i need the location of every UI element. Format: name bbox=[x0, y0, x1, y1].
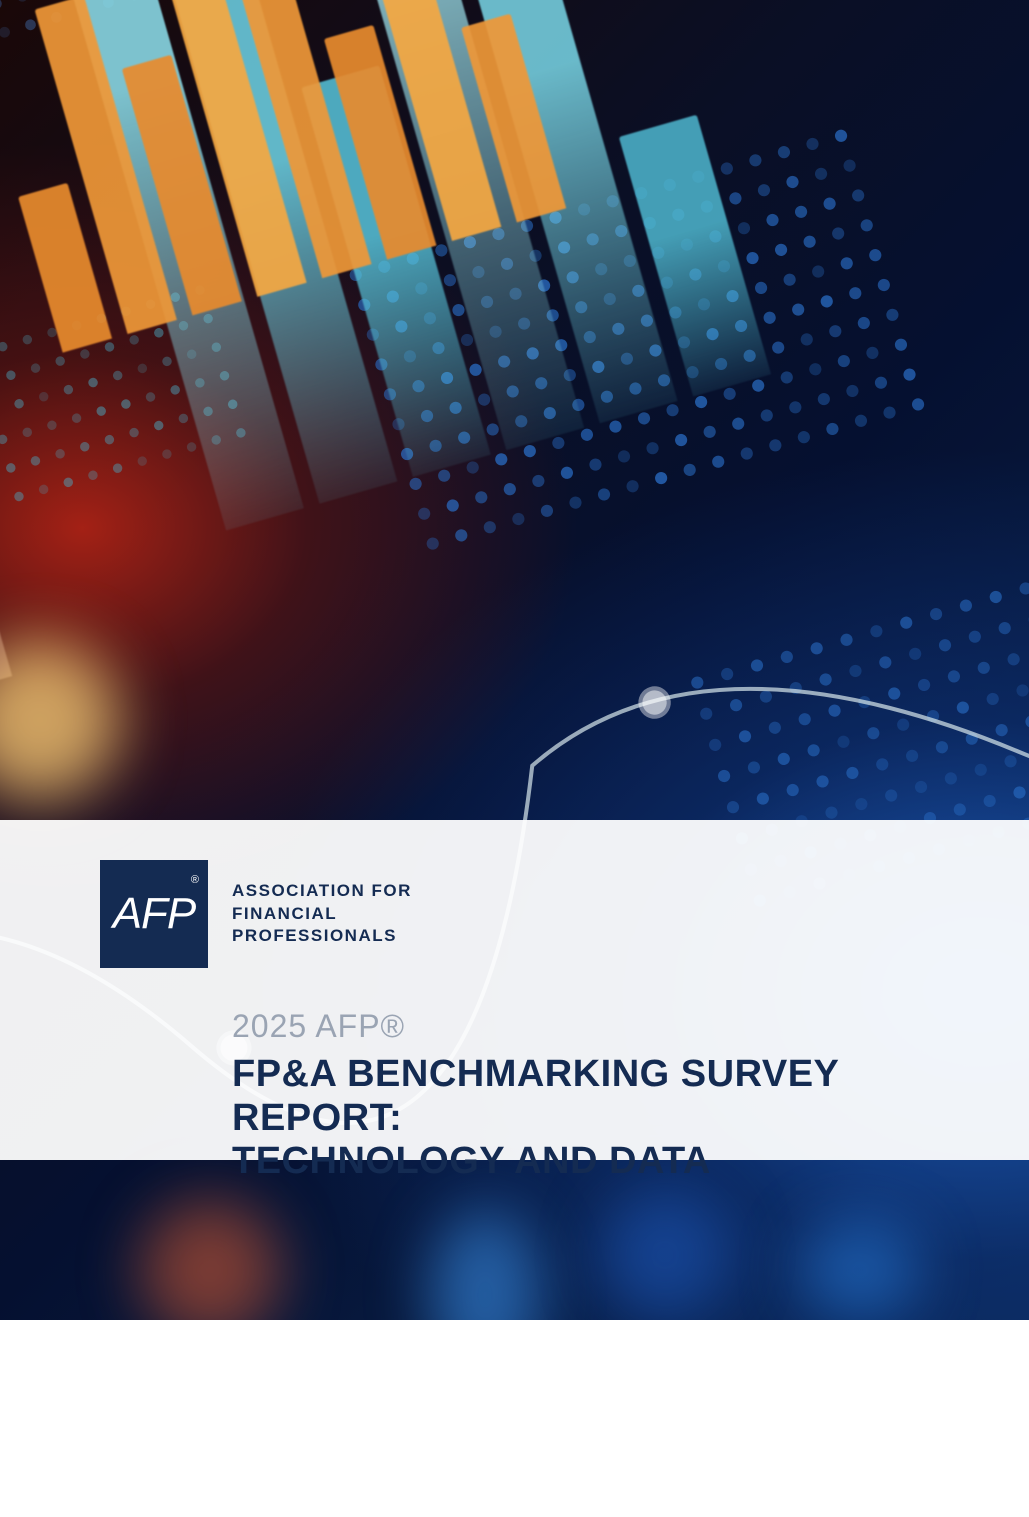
org-line-1: ASSOCIATION FOR bbox=[232, 880, 412, 903]
afp-logo: AFP bbox=[100, 860, 208, 968]
page-bottom-margin bbox=[0, 1320, 1029, 1517]
title-band: AFP ASSOCIATION FOR FINANCIAL PROFESSION… bbox=[0, 820, 1029, 1160]
report-year-subtitle: 2025 AFP® bbox=[232, 1008, 949, 1045]
org-line-3: PROFESSIONALS bbox=[232, 925, 412, 948]
title-line-1: FP&A BENCHMARKING SURVEY REPORT: bbox=[232, 1053, 949, 1140]
report-cover: AFP ASSOCIATION FOR FINANCIAL PROFESSION… bbox=[0, 0, 1029, 1320]
org-line-2: FINANCIAL bbox=[232, 903, 412, 926]
report-title: FP&A BENCHMARKING SURVEY REPORT: TECHNOL… bbox=[232, 1053, 949, 1184]
organization-name: ASSOCIATION FOR FINANCIAL PROFESSIONALS bbox=[232, 880, 412, 949]
logo-text: AFP bbox=[113, 889, 196, 939]
logo-row: AFP ASSOCIATION FOR FINANCIAL PROFESSION… bbox=[100, 860, 949, 968]
title-line-2: TECHNOLOGY AND DATA bbox=[232, 1140, 949, 1184]
